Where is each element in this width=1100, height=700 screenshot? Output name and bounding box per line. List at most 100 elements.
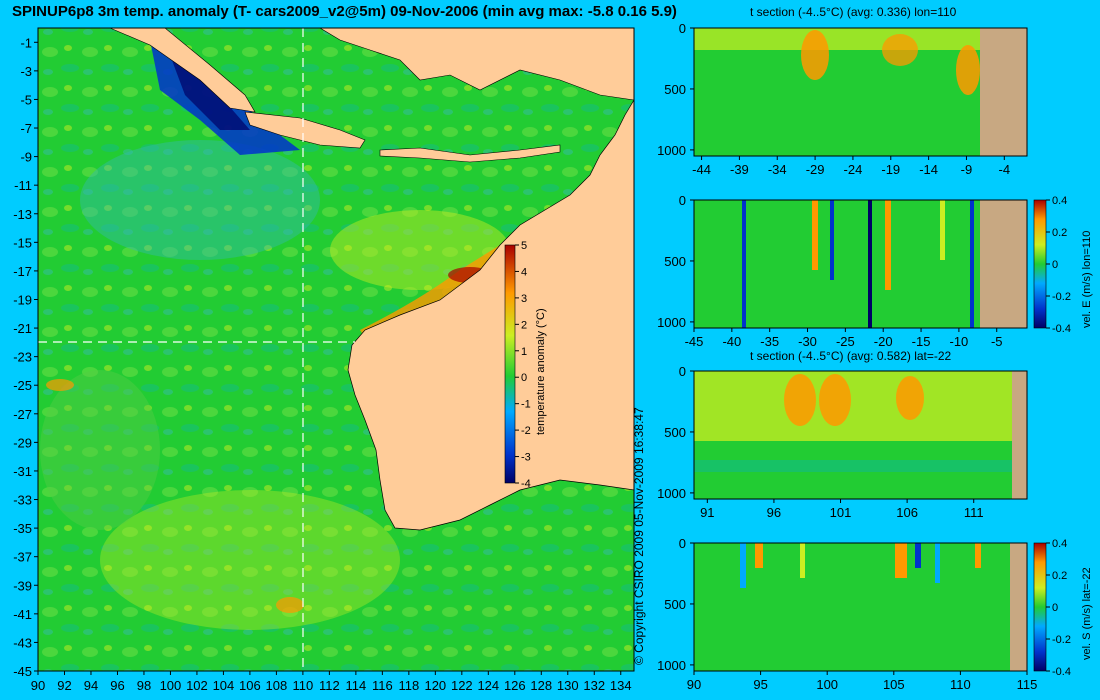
map-colorbar-tick-label: 2 <box>521 319 527 331</box>
t-section-lat-title: t section (-4..5°C) (avg: 0.582) lat=-22 <box>750 349 952 363</box>
vel-e-colorbar-label: vel. E (m/s) lon=110 <box>1081 231 1093 328</box>
map-y-tick-label: -39 <box>13 578 32 593</box>
map-y-tick-label: -29 <box>13 435 32 450</box>
vel-e-colorbar-tick-label: -0.2 <box>1052 291 1071 303</box>
map-y-tick-label: -25 <box>13 378 32 393</box>
vel-s-colorbar-label: vel. S (m/s) lat=-22 <box>1081 567 1093 660</box>
vel-s-jet-positive <box>975 543 981 568</box>
map-anomaly-patch <box>80 140 320 260</box>
map-x-tick-label: 90 <box>31 678 45 693</box>
map-x-tick-label: 96 <box>110 678 124 693</box>
map-x-tick-label: 124 <box>477 678 499 693</box>
t-section-lat-warm-core <box>784 374 816 426</box>
map-x-tick-label: 108 <box>266 678 288 693</box>
vel-e-y-tick-label: 500 <box>664 254 686 269</box>
map-land-java <box>244 111 366 149</box>
vel-s-jet-negative <box>915 543 921 568</box>
map-colorbar-tick-label: -2 <box>521 425 531 437</box>
t-section-lat-land <box>1012 371 1027 499</box>
vel-e-colorbar-tick-label: 0 <box>1052 259 1058 271</box>
map-y-tick-label: -17 <box>13 264 32 279</box>
vel-e-x-tick-label: -40 <box>722 334 741 349</box>
t-section-lat-x-tick-label: 96 <box>767 505 781 520</box>
vel-s-x-tick-label: 110 <box>950 677 971 692</box>
map-colorbar-tick-label: -1 <box>521 399 531 411</box>
t-section-lon-x-tick-label: -44 <box>692 162 711 177</box>
t-section-lon-y-tick-label: 1000 <box>657 143 686 158</box>
vel-s-colorbar-tick-label: -0.2 <box>1052 634 1071 646</box>
t-section-lon-y-tick-label: 0 <box>679 21 686 36</box>
vel-s-colorbar <box>1033 542 1047 672</box>
vel-s-frame <box>693 542 1028 672</box>
t-section-lon-warm-core <box>882 34 918 66</box>
map-y-tick-label: -27 <box>13 407 32 422</box>
t-section-lat-y-tick-label: 0 <box>679 364 686 379</box>
map-x-tick-label: 100 <box>160 678 182 693</box>
map-y-tick-label: -15 <box>13 235 32 250</box>
map-x-tick-label: 118 <box>398 678 419 693</box>
vel-s-jet-negative <box>740 543 746 588</box>
vel-e-y-tick-label: 1000 <box>657 315 686 330</box>
map-x-tick-label: 114 <box>345 678 366 693</box>
map-x-tick-label: 116 <box>372 678 393 693</box>
t-section-lon-x-tick-label: -9 <box>961 162 973 177</box>
t-section-lon-title: t section (-4..5°C) (avg: 0.336) lon=110 <box>750 5 957 19</box>
t-section-lon-x-tick-label: -39 <box>730 162 749 177</box>
map-colorbar-tick-label: 5 <box>521 240 527 252</box>
map-y-tick-label: -31 <box>13 464 32 479</box>
t-section-lon-warm-core <box>956 45 980 95</box>
vel-e-jet-negative <box>868 200 872 328</box>
map-x-tick-label: 102 <box>186 678 208 693</box>
t-section-lon-x-tick-label: -34 <box>768 162 787 177</box>
vel-e-y-tick-label: 0 <box>679 193 686 208</box>
map-colorbar-tick-label: -4 <box>521 478 531 490</box>
map-x-tick-label: 122 <box>451 678 473 693</box>
map-y-ticks: -1 -3 -5 -7 -9 -11 -13 -15 -17 -19 -21 -23 -25 -27 -29… <box>13 35 38 679</box>
vel-s-land <box>1010 543 1027 671</box>
map-y-tick-label: -41 <box>13 607 32 622</box>
vel-s-y-tick-label: 0 <box>679 536 686 551</box>
map-x-tick-label: 128 <box>530 678 552 693</box>
vel-s-x-tick-label: 100 <box>816 677 838 692</box>
t-section-lat-frame <box>693 370 1028 500</box>
vel-e-jet-positive <box>812 200 818 270</box>
t-section-lat-x-tick-label: 91 <box>700 505 714 520</box>
t-section-lon-x-tick-label: -24 <box>844 162 863 177</box>
map-land-australia <box>347 98 635 531</box>
vel-e-jet-negative <box>830 200 834 280</box>
map-colorbar-ticks: 5 4 3 2 1 0 -1 -2 -3 -4 <box>515 240 531 490</box>
t-section-lat-warm-layer <box>694 371 1012 441</box>
vel-s-colorbar-tick-label: 0 <box>1052 602 1058 614</box>
map-colorbar-label: temperature anomaly (°C) <box>535 308 547 435</box>
vel-e-jet-negative <box>742 200 746 328</box>
t-section-lat-x-tick-label: 106 <box>896 505 918 520</box>
map-y-tick-label: -19 <box>13 292 32 307</box>
t-section-lat-panel: 91 96 101 106 111 0 500 1000 <box>657 364 1028 520</box>
vel-s-panel: vel. S (m/s) lat=-22 90 95 100 105 110 115 0 50… <box>657 536 1093 692</box>
vel-e-panel: vel. E (m/s) lon=110 -45 -40 -35 -30 -25 -20-… <box>657 193 1093 349</box>
map-x-tick-label: 120 <box>424 678 446 693</box>
vel-s-colorbar-tick-label: 0.2 <box>1052 570 1067 582</box>
chart-title: SPINUP6p8 3m temp. anomaly (T- cars2009_… <box>12 3 677 20</box>
map-x-tick-label: 98 <box>137 678 151 693</box>
vel-s-x-tick-label: 105 <box>883 677 905 692</box>
t-section-lat-warm-core <box>819 374 851 426</box>
vel-e-colorbar-tick-label: 0.4 <box>1052 195 1067 207</box>
t-section-lon-warm-layer <box>694 28 980 50</box>
vel-s-ticks: 90 95 100 105 110 115 0 500 1000 0.4 0.2 0 -0.2 -0.4 <box>657 536 1071 692</box>
vel-e-jet-negative <box>970 200 974 328</box>
vel-s-jet-positive <box>755 543 763 568</box>
vel-e-ticks: -45 -40 -35 -30 -25 -20 -15 -10 -5 0 500 1000 0.4 0.2… <box>657 193 1071 349</box>
map-x-tick-label: 106 <box>239 678 261 693</box>
vel-e-x-tick-label: -15 <box>912 334 931 349</box>
map-y-tick-label: -33 <box>13 493 32 508</box>
map-y-tick-label: -5 <box>20 92 32 107</box>
t-section-lat-x-tick-label: 111 <box>964 505 984 520</box>
vel-s-colorbar-tick-label: 0.4 <box>1052 538 1067 550</box>
map-land-nusa-tenggara <box>379 144 561 163</box>
vel-s-jet-positive <box>800 543 805 578</box>
vel-s-colorbar-tick-label: -0.4 <box>1052 666 1071 678</box>
vel-e-frame <box>693 199 1028 329</box>
vel-s-x-tick-label: 90 <box>687 677 701 692</box>
